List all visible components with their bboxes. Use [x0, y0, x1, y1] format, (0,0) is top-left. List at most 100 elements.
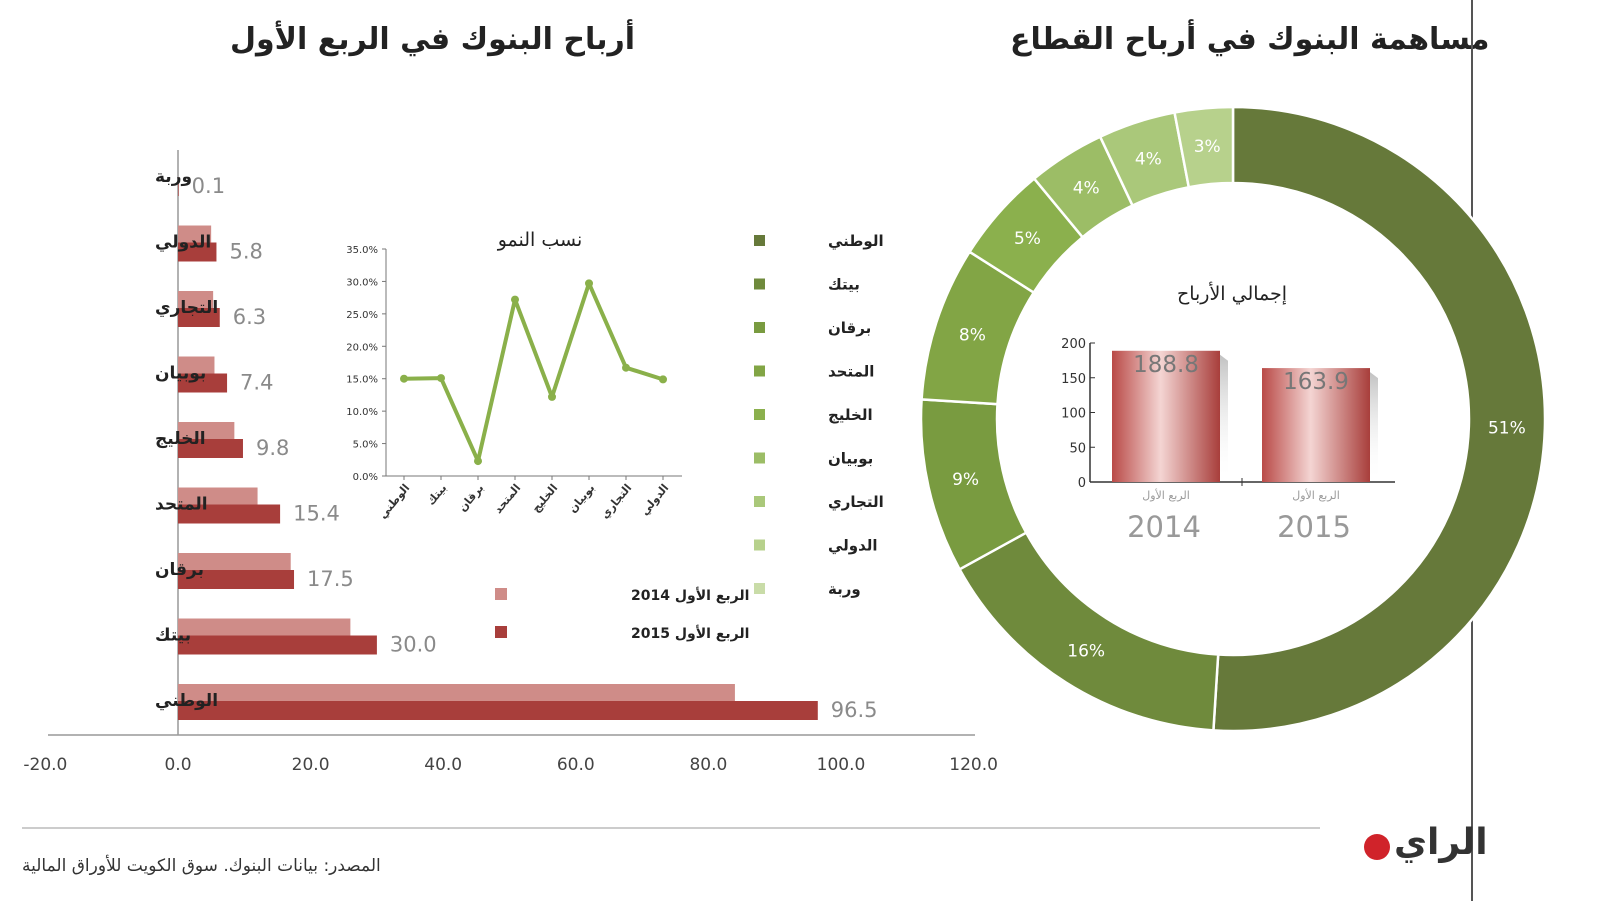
category-label: بيتك [155, 626, 191, 646]
x-tick-label: 100.0 [817, 755, 866, 775]
donut-slice [957, 530, 1220, 732]
bar-2015 [178, 177, 179, 196]
total-chart-title: إجمالي الأرباح [1177, 282, 1287, 306]
donut-slice-label: 5% [1014, 229, 1041, 249]
bar-value-label: 30.0 [390, 633, 437, 657]
contribution-donut-chart: 51% 16% 9% 8% 5% 4% 4% 3% [919, 105, 1547, 733]
line-x-tick-label: الخليج [529, 482, 560, 515]
line-y-tick-label: 20.0% [346, 342, 378, 353]
logo-mark-icon [1364, 834, 1390, 860]
legend-swatch [754, 278, 765, 290]
donut-slice-label: 16% [1067, 641, 1105, 661]
x-tick-label: 0.0 [164, 755, 191, 775]
legend-swatch [754, 496, 765, 507]
bar-2014 [178, 553, 291, 570]
bar-2014 [178, 618, 351, 636]
line-x-tick-label: التجاري [598, 482, 634, 522]
bar-value-label: 17.5 [307, 567, 354, 591]
legend-swatch [754, 539, 765, 551]
donut-slice [1212, 105, 1547, 733]
bar-2015 [178, 373, 228, 393]
bar-2015 [178, 308, 220, 327]
total-bar-year: 2014 [1127, 510, 1201, 544]
total-bar [1262, 368, 1370, 482]
total-bar-value: 163.9 [1283, 369, 1349, 395]
bar-2015 [178, 439, 243, 458]
total-bar [1112, 350, 1220, 482]
legend-label: الربع الأول 2014 [631, 587, 749, 604]
x-tick-label: 80.0 [689, 755, 727, 775]
total-bar-year: 2015 [1277, 510, 1351, 544]
bar-value-label: 7.4 [240, 371, 273, 395]
total-profits-bar-chart: إجمالي الأرباح 0 50 100 150 200 188.8 الربع الأ… [1061, 282, 1395, 544]
line-y-tick-label: 25.0% [346, 310, 378, 321]
line-x-tick-label: برقان [456, 482, 486, 515]
line-y-tick-label: 15.0% [346, 375, 378, 386]
bar-value-label: 96.5 [831, 698, 878, 722]
legend-swatch [495, 588, 507, 600]
bar-2015 [178, 570, 295, 589]
line-x-tick-label: بوبيان [566, 482, 597, 516]
total-bar-shadow [1220, 354, 1228, 482]
bar-2015 [178, 504, 281, 524]
bar-value-label: 15.4 [293, 502, 340, 526]
line-y-tick-label: 30.0% [346, 277, 378, 288]
line-y-tick-label: 0.0% [353, 472, 378, 483]
category-label: الخليج [155, 429, 206, 449]
growth-line-chart: نسب النمو 0.0% 5.0% 10.0% 15.0% 20.0% 25.0% 30.… [346, 229, 682, 521]
legend-label: الوطني [828, 232, 884, 250]
total-y-tick-label: 0 [1078, 476, 1086, 491]
legend-label: الخليج [828, 406, 873, 424]
donut-slice-label: 3% [1194, 137, 1221, 157]
total-bar-sublabel: الربع الأول [1142, 488, 1190, 502]
donut-slice-label: 51% [1488, 419, 1526, 439]
bar-value-label: 5.8 [229, 240, 262, 264]
total-bar-sublabel: الربع الأول [1292, 488, 1340, 502]
bar-value-label: 9.8 [256, 436, 289, 460]
category-label: التجاري [155, 298, 218, 318]
bar-2014 [178, 684, 735, 701]
legend-label: الدولي [828, 537, 878, 555]
line-y-tick-label: 10.0% [346, 407, 378, 418]
bar-value-label: 6.3 [233, 305, 266, 329]
legend-swatch [754, 322, 765, 333]
left-title: أرباح البنوك في الربع الأول [230, 22, 636, 57]
growth-point [511, 295, 519, 304]
legend-label: المتحد [828, 363, 874, 381]
source-note: المصدر: بيانات البنوك. سوق الكويت للأورا… [22, 856, 381, 876]
bar-2015 [178, 701, 818, 720]
growth-point [400, 374, 408, 383]
donut-slice-label: 4% [1135, 149, 1162, 169]
line-x-tick-label: الدولي [638, 482, 671, 518]
growth-point [659, 375, 667, 384]
legend-label: الربع الأول 2015 [631, 625, 749, 642]
total-y-tick-label: 100 [1061, 407, 1086, 422]
x-tick-label: 120.0 [949, 755, 998, 775]
bar-2014 [178, 291, 214, 308]
category-label: بوبيان [155, 364, 206, 384]
total-bar-value: 188.8 [1133, 352, 1199, 378]
category-label: برقان [155, 560, 204, 580]
growth-point [548, 392, 556, 401]
total-bar-shadow [1370, 372, 1378, 482]
donut-slice-label: 9% [952, 470, 979, 490]
bar-2014 [178, 422, 235, 439]
donut-slice [1173, 105, 1235, 189]
bar-value-label: 0.1 [192, 174, 225, 198]
total-y-tick-label: 50 [1069, 441, 1086, 456]
total-y-tick-label: 200 [1061, 337, 1086, 352]
line-x-tick-label: المتحد [491, 482, 523, 516]
bar-2014 [178, 487, 258, 505]
legend-label: التجاري [828, 493, 884, 512]
x-tick-label: 20.0 [292, 755, 330, 775]
donut-legend: الوطني بيتك برقان المتحد الخليج بوبيان التجاري… [754, 232, 884, 598]
line-y-tick-label: 35.0% [346, 245, 378, 256]
line-y-tick-label: 5.0% [353, 440, 378, 451]
legend-swatch [495, 626, 507, 638]
right-title: مساهمة البنوك في أرباح القطاع [1010, 22, 1490, 57]
x-tick-label: -20.0 [23, 755, 67, 775]
growth-point [622, 363, 630, 372]
bar-2014 [178, 356, 215, 374]
legend-swatch [754, 365, 765, 377]
